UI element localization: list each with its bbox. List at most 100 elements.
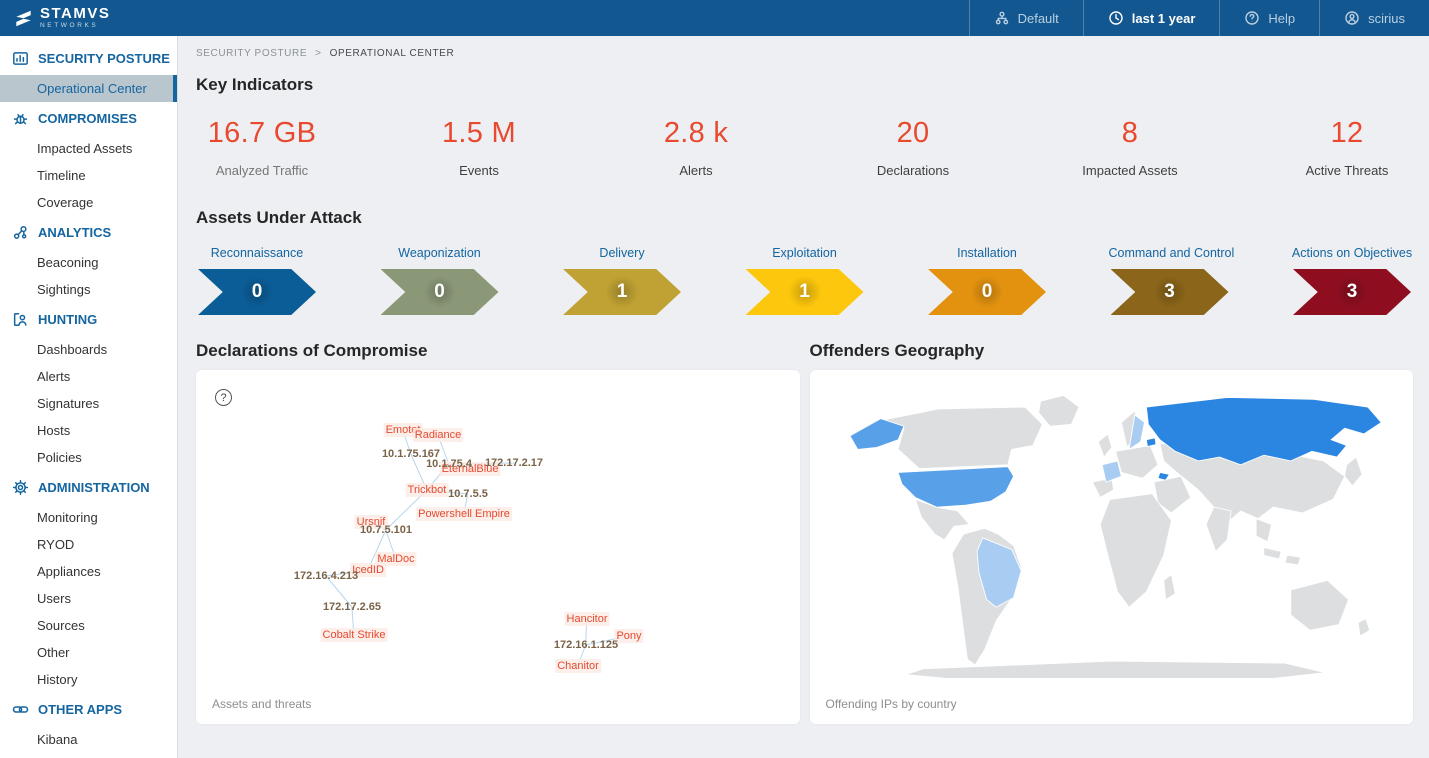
declarations-caption: Assets and threats [212, 697, 312, 711]
kpi-value: 2.8 k [663, 117, 729, 149]
country-indonesia [1262, 547, 1301, 566]
sidebar-item-appliances[interactable]: Appliances [37, 564, 101, 579]
stage-count: 0 [380, 269, 499, 315]
region-crimea[interactable] [1156, 471, 1170, 481]
topbar-default-label: Default [1017, 10, 1059, 26]
sidebar-item-kibana[interactable]: Kibana [37, 732, 78, 747]
graph-node-trickbot[interactable]: Trickbot [405, 483, 449, 497]
country-brazil[interactable] [976, 537, 1022, 608]
sidebar-section-compromises[interactable]: COMPROMISES [0, 102, 177, 135]
graph-node-maldoc[interactable]: MalDoc [375, 552, 417, 566]
kpi-impacted-assets: 8 Impacted Assets [1066, 117, 1194, 178]
country-united-states[interactable] [896, 466, 1014, 508]
sidebar-section-label: ADMINISTRATION [38, 480, 150, 495]
breadcrumb-separator: > [315, 48, 322, 59]
sidebar-item-sightings[interactable]: Sightings [37, 282, 91, 297]
kpi-value: 1.5 M [441, 117, 517, 149]
sidebar-section-label: SECURITY POSTURE [38, 51, 170, 66]
stage-arrow[interactable]: 1 [563, 269, 681, 315]
user-icon [1344, 10, 1360, 26]
graph-node-ip-10-1-75-4[interactable]: 10.1.75.4 [426, 458, 472, 470]
graph-node-ip-172-16-4-213[interactable]: 172.16.4.213 [293, 570, 359, 582]
country-sweden[interactable] [1127, 413, 1145, 451]
graph-node-ip-10-7-5-101[interactable]: 10.7.5.101 [360, 524, 412, 536]
graph-node-ip-172-16-1-125[interactable]: 172.16.1.125 [553, 639, 619, 651]
stage-arrow[interactable]: 3 [1110, 269, 1229, 315]
stage-reconnaissance: Reconnaissance 0 [196, 246, 318, 315]
help-circle-icon[interactable]: ? [215, 389, 232, 406]
country-australia [1289, 579, 1349, 631]
sidebar-item-operational-center[interactable]: Operational Center [0, 75, 177, 102]
sidebar-item-beaconing[interactable]: Beaconing [37, 255, 99, 270]
stage-count: 3 [1293, 269, 1411, 315]
topbar-help-button[interactable]: Help [1219, 0, 1319, 36]
sidebar-section-security-posture[interactable]: SECURITY POSTURE [0, 42, 177, 75]
sidebar-item-history[interactable]: History [37, 672, 78, 687]
sidebar-item-users[interactable]: Users [37, 591, 71, 606]
sidebar-section-label: OTHER APPS [38, 702, 123, 717]
country-alaska[interactable] [848, 418, 904, 450]
country-latvia[interactable] [1145, 437, 1157, 448]
graph-node-powershell-empire[interactable]: Powershell Empire [416, 507, 512, 521]
sidebar-item-impacted-assets[interactable]: Impacted Assets [37, 141, 133, 156]
sidebar-section-administration[interactable]: ADMINISTRATION [0, 471, 177, 504]
graph-node-ip-10-1-75-167[interactable]: 10.1.75.167 [381, 448, 441, 460]
stage-weaponization: Weaponization 0 [379, 246, 501, 315]
graph-node-cobalt-strike[interactable]: Cobalt Strike [320, 628, 388, 642]
assets-under-attack-title: Assets Under Attack [196, 208, 362, 227]
graph-node-emotet[interactable]: Emotet [383, 423, 423, 437]
graph-node-pony[interactable]: Pony [614, 629, 644, 643]
kpi-value: 16.7 GB [207, 117, 317, 149]
topbar-time-range-button[interactable]: last 1 year [1082, 0, 1220, 36]
graph-node-eternalblue[interactable]: EternalBlue [439, 462, 501, 476]
sidebar-section-hunting[interactable]: HUNTING [0, 303, 177, 336]
topbar-actions: Default last 1 year Help scirius [968, 0, 1429, 36]
graph-node-ip-172-17-2-17[interactable]: 172.17.2.17 [484, 457, 544, 469]
stage-label: Reconnaissance [210, 246, 304, 260]
topbar-time-range-label: last 1 year [1131, 10, 1196, 26]
graph-node-ip-172-17-2-65[interactable]: 172.17.2.65 [322, 601, 382, 613]
graph-node-chanitor[interactable]: Chanitor [555, 659, 601, 673]
stage-arrow[interactable]: 0 [928, 269, 1046, 315]
sidebar-item-signatures[interactable]: Signatures [37, 396, 100, 411]
sidebar-item-monitoring[interactable]: Monitoring [37, 510, 98, 525]
sidebar-section-label: HUNTING [38, 312, 98, 327]
graph-node-ip-10-7-5-5[interactable]: 10.7.5.5 [448, 488, 488, 500]
world-map[interactable] [820, 382, 1404, 690]
sitemap-icon [994, 10, 1010, 26]
stamus-logo[interactable]: STAMVS NETWORKS [14, 6, 110, 30]
sidebar-section-analytics[interactable]: ANALYTICS [0, 216, 177, 249]
topbar-help-label: Help [1268, 10, 1296, 26]
breadcrumb-parent[interactable]: SECURITY POSTURE [196, 48, 308, 59]
graph-node-radiance[interactable]: Radiance [412, 428, 464, 442]
graph-node-hancitor[interactable]: Hancitor [564, 612, 610, 626]
stage-arrow[interactable]: 3 [1293, 269, 1411, 315]
stage-installation: Installation 0 [926, 246, 1048, 315]
sidebar-item-hosts[interactable]: Hosts [37, 423, 71, 438]
sidebar-item-alerts[interactable]: Alerts [37, 369, 71, 384]
stage-arrow[interactable]: 1 [745, 269, 864, 315]
sidebar-item-policies[interactable]: Policies [37, 450, 82, 465]
sidebar-item-coverage[interactable]: Coverage [37, 195, 94, 210]
main-content: SECURITY POSTURE > OPERATIONAL CENTER Ke… [178, 36, 1429, 758]
sidebar-item-other[interactable]: Other [37, 645, 70, 660]
stage-arrow[interactable]: 0 [380, 269, 499, 315]
sidebar-item-ryod[interactable]: RYOD [37, 537, 75, 552]
graph-node-icedid[interactable]: IcedID [350, 563, 386, 577]
threat-graph: Emotet Radiance EternalBlue Trickbot Powersh… [196, 370, 800, 724]
topbar-user-button[interactable]: scirius [1319, 0, 1429, 36]
region-africa [1099, 493, 1172, 608]
stage-label: Weaponization [398, 246, 481, 260]
sidebar-item-dashboards[interactable]: Dashboards [37, 342, 108, 357]
sidebar-section-other-apps[interactable]: OTHER APPS [0, 693, 177, 726]
country-france[interactable] [1101, 460, 1122, 483]
stage-label: Installation [957, 246, 1017, 260]
sidebar-item-sources[interactable]: Sources [37, 618, 85, 633]
country-russia[interactable] [1145, 396, 1382, 466]
sidebar-item-timeline[interactable]: Timeline [37, 168, 86, 183]
topbar-default-button[interactable]: Default [968, 0, 1083, 36]
stage-label: Exploitation [772, 246, 837, 260]
graph-node-ursnif[interactable]: Ursnif [354, 515, 388, 529]
kpi-label: Analyzed Traffic [215, 163, 309, 178]
stage-arrow[interactable]: 0 [198, 269, 316, 315]
